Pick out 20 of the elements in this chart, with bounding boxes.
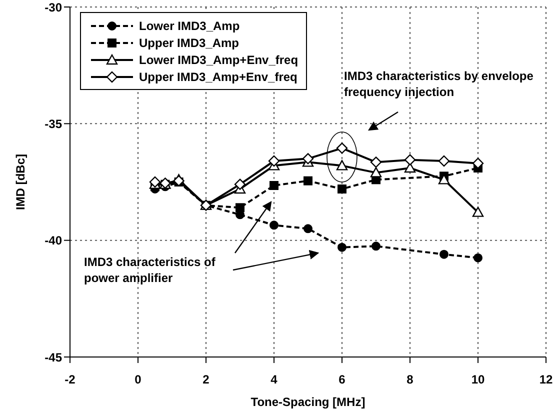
x-tick-label: 6 (338, 372, 346, 387)
x-tick-label: 0 (134, 372, 142, 387)
x-axis-title: Tone-Spacing [MHz] (250, 395, 366, 409)
x-tick-label: 10 (471, 372, 485, 387)
legend-label: Upper IMD3_Amp+Env_freq (139, 70, 298, 84)
x-tick-label: 12 (539, 372, 553, 387)
x-tick-label: 4 (270, 372, 278, 387)
legend-label: Lower IMD3_Amp+Env_freq (139, 52, 298, 66)
x-tick-label: 8 (406, 372, 414, 387)
y-axis-title: IMD [dBc] (13, 154, 28, 210)
legend-label: Upper IMD3_Amp (139, 36, 240, 50)
x-tick-label: -2 (64, 372, 76, 387)
annotation: IMD3 characteristics of power amplifier (84, 254, 216, 286)
annotation: IMD3 characteristics by envelope frequency injection (344, 68, 534, 100)
y-tick-label: -35 (44, 116, 62, 131)
x-tick-label: 2 (202, 372, 210, 387)
y-tick-label: -40 (44, 234, 62, 248)
y-tick-label: -30 (44, 0, 62, 14)
legend-label: Lower IMD3_Amp (139, 18, 240, 32)
y-tick-label: -45 (44, 350, 62, 364)
